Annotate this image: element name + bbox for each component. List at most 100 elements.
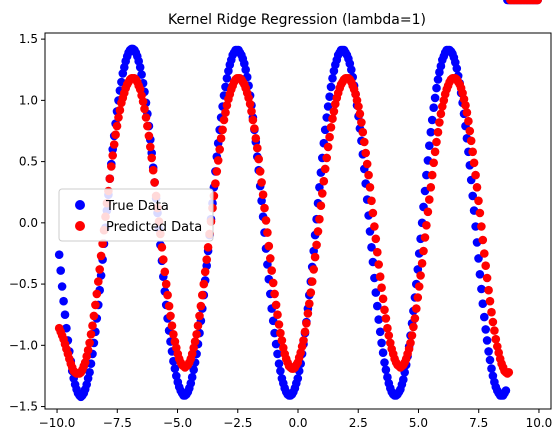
predicted-data-point — [198, 290, 207, 300]
predicted-data-point — [427, 170, 437, 180]
predicted-data-point — [268, 278, 278, 288]
predicted-data-point — [414, 282, 424, 291]
predicted-data-point — [215, 145, 224, 154]
true-data-point — [430, 93, 440, 103]
predicted-data-point — [380, 305, 389, 315]
predicted-data-point — [412, 304, 421, 313]
predicted-data-point — [306, 288, 316, 297]
predicted-data-point — [309, 265, 319, 274]
true-data-point — [432, 83, 441, 93]
true-data-point — [170, 364, 180, 373]
predicted-data-point — [86, 330, 96, 339]
predicted-data-point — [406, 338, 415, 348]
predicted-data-point — [271, 300, 281, 310]
predicted-data-point — [365, 183, 375, 192]
predicted-data-point — [167, 321, 177, 331]
predicted-data-point — [368, 208, 378, 218]
true-data-point — [474, 254, 483, 263]
true-data-point — [326, 82, 336, 92]
true-data-point — [487, 364, 496, 373]
predicted-data-point — [144, 131, 154, 141]
predicted-data-point — [277, 336, 287, 345]
predicted-data-point — [111, 130, 120, 139]
predicted-data-point — [364, 170, 373, 180]
predicted-data-point — [163, 290, 172, 300]
predicted-data-point — [274, 320, 284, 329]
true-data-point — [429, 103, 439, 112]
predicted-data-point — [357, 118, 366, 127]
predicted-data-point — [462, 108, 472, 117]
true-data-point — [241, 65, 250, 74]
predicted-data-point — [430, 147, 440, 157]
y-axis: −1.5 −1.0 −0.5 0.0 0.5 1.0 1.5 — [9, 32, 45, 414]
true-data-point — [478, 299, 488, 309]
predicted-data-point — [313, 227, 323, 236]
true-data-point — [375, 327, 385, 337]
true-data-point — [378, 348, 388, 358]
legend-marker-predicted-data — [75, 221, 85, 231]
legend-box — [58, 188, 214, 242]
true-data-point — [325, 92, 334, 101]
predicted-data-point — [115, 105, 125, 115]
true-data-point — [485, 355, 495, 365]
predicted-data-point — [161, 279, 171, 289]
predicted-data-point — [417, 259, 427, 268]
predicted-data-point — [328, 114, 337, 123]
predicted-data-point — [329, 107, 339, 116]
predicted-data-point — [98, 239, 107, 248]
y-tick-label: 1.5 — [19, 32, 38, 46]
predicted-data-point — [169, 330, 178, 339]
predicted-data-point — [107, 162, 116, 171]
x-tick-label: 7.5 — [469, 416, 488, 430]
predicted-data-point — [96, 251, 106, 261]
true-data-point — [477, 284, 486, 294]
true-data-point — [377, 338, 386, 348]
predicted-data-point — [487, 307, 496, 317]
true-data-point — [501, 386, 511, 395]
predicted-data-point — [258, 190, 268, 199]
predicted-data-point — [469, 158, 479, 168]
legend-label-predicted-data: Predicted Data — [106, 220, 202, 235]
predicted-data-point — [157, 243, 167, 252]
predicted-data-point — [432, 137, 441, 147]
predicted-data-point — [422, 221, 431, 230]
predicted-data-point — [140, 104, 149, 114]
predicted-data-point — [420, 233, 430, 242]
legend-label-true-data: True Data — [105, 199, 169, 214]
predicted-data-point — [85, 338, 94, 348]
predicted-data-point — [426, 183, 436, 192]
predicted-data-point — [471, 170, 480, 180]
predicted-data-point — [410, 314, 420, 323]
predicted-data-point — [216, 134, 226, 143]
true-data-point — [468, 191, 478, 201]
predicted-data-point — [91, 300, 100, 310]
predicted-data-point — [490, 326, 499, 335]
predicted-data-point — [212, 167, 222, 176]
predicted-data-point — [373, 247, 382, 257]
y-tick-label: 0.0 — [19, 216, 38, 230]
predicted-data-point — [264, 241, 274, 251]
predicted-data-point — [465, 126, 475, 136]
predicted-data-point — [481, 261, 491, 271]
true-data-point — [189, 365, 198, 375]
predicted-data-point — [485, 296, 495, 306]
y-tick-label: −1.0 — [9, 338, 38, 352]
legend: True Data Predicted Data — [58, 188, 214, 242]
predicted-data-point — [468, 147, 478, 157]
true-data-point — [54, 250, 64, 259]
predicted-data-point — [315, 214, 324, 224]
predicted-data-point — [299, 336, 308, 345]
predicted-data-point — [413, 293, 423, 302]
y-tick-label: 1.0 — [19, 93, 38, 107]
predicted-data-point — [114, 113, 123, 122]
predicted-data-point — [270, 289, 279, 299]
predicted-data-point — [303, 309, 313, 318]
x-tick-label: −7.5 — [103, 416, 132, 430]
predicted-data-point — [255, 167, 265, 176]
predicted-data-point — [83, 345, 93, 355]
predicted-data-point — [322, 153, 332, 163]
predicted-data-point — [310, 252, 320, 262]
true-data-point — [475, 270, 485, 279]
y-tick-label: −1.5 — [9, 400, 38, 414]
